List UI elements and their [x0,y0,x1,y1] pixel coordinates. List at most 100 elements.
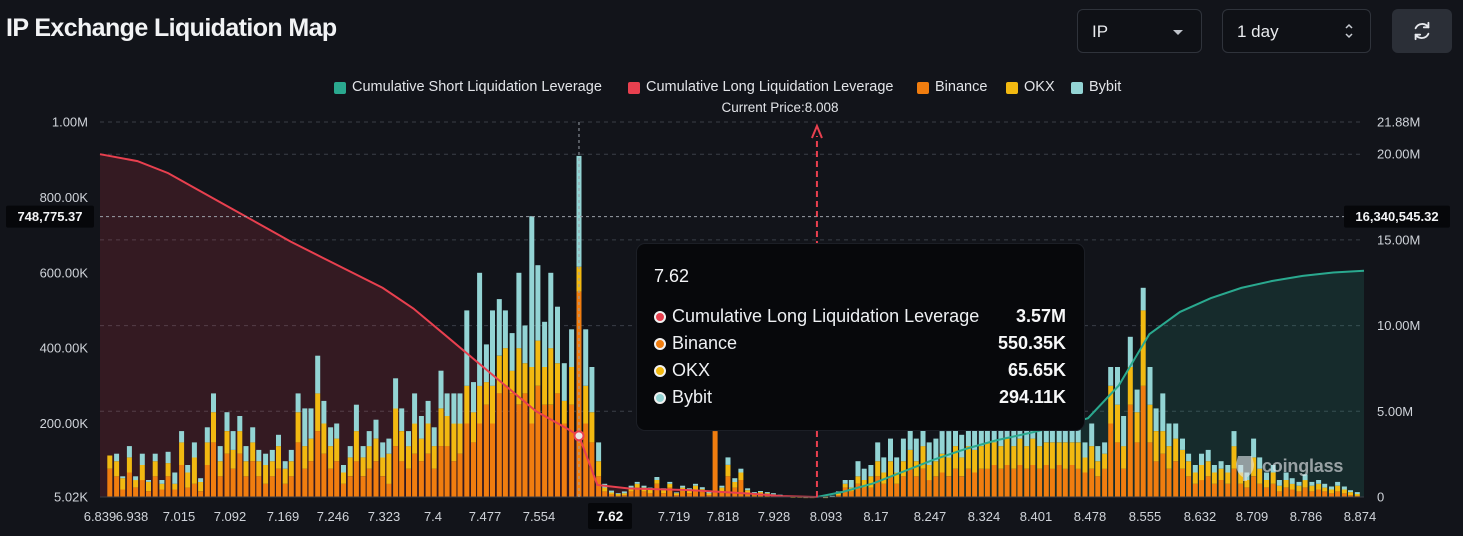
bar-segment-bybit [1309,481,1315,486]
bar-segment-bybit [569,329,575,367]
bar-segment-okx [418,438,424,462]
bar-segment-bybit [933,438,939,462]
bar-segment-bybit [1348,490,1353,493]
x-tick-label: 7.323 [368,509,401,524]
bar-segment-bybit [699,487,705,490]
bar-segment-binance [953,468,958,497]
bar-segment-bybit [341,465,346,473]
bar-segment-okx [1037,446,1043,469]
bar-segment-okx [490,385,495,424]
bar-segment-okx [706,493,712,496]
bar-segment-okx [1062,442,1068,469]
bar-segment-okx [269,461,275,477]
bar-segment-binance [490,423,495,497]
bar-segment-okx [1192,472,1198,484]
bar-segment-okx [978,446,984,469]
bar-segment-binance [1199,480,1204,497]
bar-segment-okx [920,446,926,469]
bar-segment-bybit [308,408,314,439]
bar-segment-binance [706,495,712,497]
bar-segment-bybit [939,431,945,454]
bar-segment-okx [693,485,698,490]
bar-segment-bybit [1341,486,1347,490]
bar-segment-binance [159,489,165,497]
bar-segment-bybit [900,438,906,462]
bar-segment-bybit [425,400,431,424]
bar-segment-binance [502,385,508,497]
bar-segment-okx [1127,367,1133,405]
bar-segment-okx [211,412,216,443]
bar-segment-okx [502,348,508,386]
bar-segment-binance [269,476,275,497]
bar-segment-binance [1115,442,1120,497]
bar-segment-binance [913,476,919,497]
bar-segment-bybit [406,431,411,447]
refresh-button[interactable] [1392,9,1452,53]
bar-segment-okx [451,423,457,462]
bar-segment-okx [972,449,978,473]
bar-segment-binance [647,493,653,497]
bar-segment-okx [237,431,243,454]
bar-segment-bybit [179,431,185,443]
bar-segment-binance [1289,489,1295,497]
bar-segment-bybit [366,431,372,447]
bar-segment-bybit [1316,480,1322,484]
bar-segment-binance [406,468,411,497]
bar-segment-bybit [855,461,861,477]
current-price-arrow-icon [811,123,823,139]
bar-segment-binance [483,404,489,497]
legend-swatch [334,82,346,94]
bar-segment-bybit [907,427,913,450]
bar-segment-okx [569,367,575,405]
bar-segment-okx [1089,446,1095,469]
bar-segment-bybit [1069,419,1075,443]
bar-segment-okx [483,382,489,405]
bar-segment-okx [516,348,522,405]
refresh-icon [1414,21,1430,41]
bar-segment-binance [998,468,1004,497]
time-range-select[interactable]: 1 day [1222,9,1371,53]
bar-segment-okx [1199,465,1204,481]
bar-segment-okx [907,449,913,469]
bar-segment-binance [1186,476,1192,497]
bar-segment-bybit [1062,419,1068,443]
bar-segment-bybit [875,442,881,462]
bar-segment-binance [1140,385,1146,497]
legend-label: Binance [935,79,988,95]
bar-segment-bybit [431,427,437,447]
bar-segment-binance [1056,465,1062,497]
bar-segment-okx [321,423,327,454]
bar-segment-okx [457,423,463,454]
x-tick-label: 7.015 [163,509,196,524]
x-tick-label: 8.786 [1290,509,1323,524]
bar-segment-bybit [120,476,126,479]
bar-segment-okx [1160,431,1166,454]
bar-segment-okx [393,408,399,447]
bar-segment-binance [745,493,751,497]
x-tick-label: 6.938 [116,509,149,524]
chart-legend: Cumulative Short Liquidation Leverage Cu… [0,78,1463,100]
tooltip-dot [654,311,666,323]
bar-segment-okx [1218,468,1224,480]
bar-segment-bybit [1075,419,1081,443]
tooltip-row: OKX 65.65K [654,360,1066,384]
bar-segment-binance [596,476,602,497]
bar-segment-binance [900,476,906,497]
bar-segment-binance [848,491,854,497]
bar-segment-binance [1302,487,1308,497]
bar-segment-binance [107,468,113,497]
coin-select[interactable]: IP [1077,9,1202,53]
bar-segment-okx [861,480,867,488]
bar-segment-binance [1341,493,1347,497]
bar-segment-binance [185,487,191,497]
bar-segment-bybit [1231,431,1237,447]
bar-segment-okx [1017,438,1023,465]
bar-segment-binance [751,495,757,497]
bar-segment-binance [1127,404,1133,497]
bar-segment-okx [133,480,139,488]
tooltip-row-value: 550.35K [997,333,1066,353]
bar-segment-binance [738,480,744,497]
bar-segment-okx [609,492,614,495]
bar-segment-bybit [276,434,281,447]
